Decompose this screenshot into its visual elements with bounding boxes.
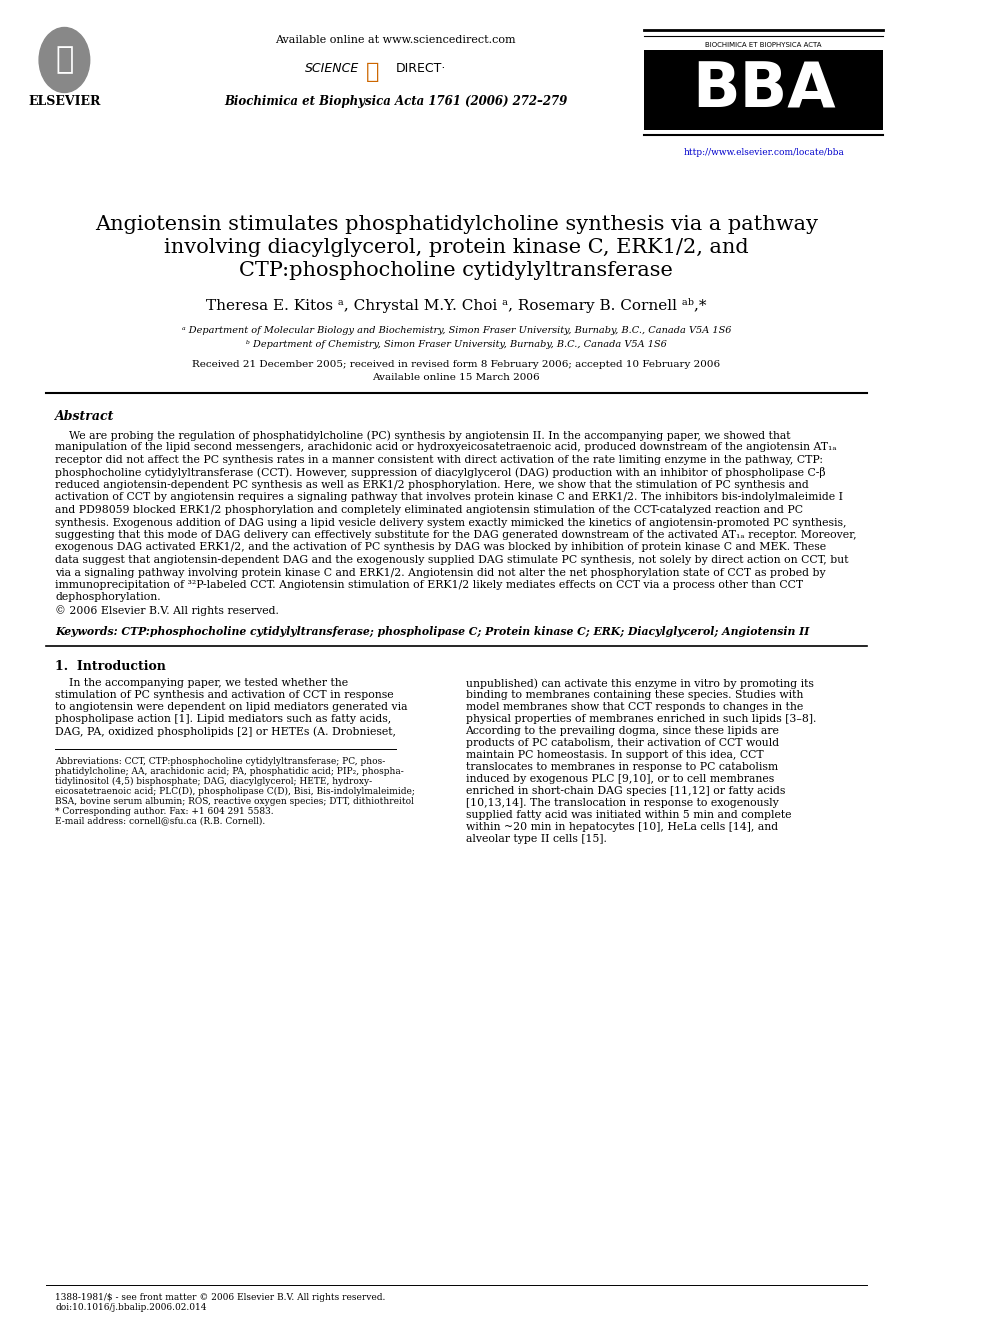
Text: enriched in short-chain DAG species [11,12] or fatty acids: enriched in short-chain DAG species [11,… [465, 786, 785, 796]
Ellipse shape [39, 28, 89, 93]
Text: unpublished) can activate this enzyme in vitro by promoting its: unpublished) can activate this enzyme in… [465, 679, 813, 689]
Text: Theresa E. Kitos ᵃ, Chrystal M.Y. Choi ᵃ, Rosemary B. Cornell ᵃᵇ,*: Theresa E. Kitos ᵃ, Chrystal M.Y. Choi ᵃ… [206, 298, 706, 314]
Text: manipulation of the lipid second messengers, arachidonic acid or hydroxyeicosate: manipulation of the lipid second messeng… [56, 442, 837, 452]
Text: SCIENCE: SCIENCE [305, 62, 359, 75]
Text: Available online 15 March 2006: Available online 15 March 2006 [373, 373, 541, 382]
Text: eicosatetraenoic acid; PLC(D), phospholipase C(D), Bisi, Bis-indolylmaleimide;: eicosatetraenoic acid; PLC(D), phospholi… [56, 786, 415, 795]
Text: binding to membranes containing these species. Studies with: binding to membranes containing these sp… [465, 691, 803, 700]
Text: BSA, bovine serum albumin; ROS, reactive oxygen species; DTT, dithiothreitol: BSA, bovine serum albumin; ROS, reactive… [56, 796, 414, 806]
Text: DIRECT·: DIRECT· [396, 62, 446, 75]
Text: Available online at www.sciencedirect.com: Available online at www.sciencedirect.co… [276, 34, 516, 45]
Text: Abstract: Abstract [56, 410, 115, 423]
Text: BBA: BBA [691, 60, 835, 120]
Text: exogenous DAG activated ERK1/2, and the activation of PC synthesis by DAG was bl: exogenous DAG activated ERK1/2, and the … [56, 542, 826, 553]
Text: products of PC catabolism, their activation of CCT would: products of PC catabolism, their activat… [465, 738, 779, 749]
Text: BIOCHIMICA ET BIOPHYSICA ACTA: BIOCHIMICA ET BIOPHYSICA ACTA [705, 42, 822, 48]
Text: phospholipase action [1]. Lipid mediators such as fatty acids,: phospholipase action [1]. Lipid mediator… [56, 714, 392, 725]
Text: physical properties of membranes enriched in such lipids [3–8].: physical properties of membranes enriche… [465, 714, 815, 725]
Text: doi:10.1016/j.bbalip.2006.02.014: doi:10.1016/j.bbalip.2006.02.014 [56, 1303, 206, 1312]
Text: tidylinositol (4,5) bisphosphate; DAG, diacylglycerol; HETE, hydroxy-: tidylinositol (4,5) bisphosphate; DAG, d… [56, 777, 372, 786]
Text: ᵃ Department of Molecular Biology and Biochemistry, Simon Fraser University, Bur: ᵃ Department of Molecular Biology and Bi… [182, 325, 731, 335]
Text: receptor did not affect the PC synthesis rates in a manner consistent with direc: receptor did not affect the PC synthesis… [56, 455, 823, 464]
Text: We are probing the regulation of phosphatidylcholine (PC) synthesis by angiotens: We are probing the regulation of phospha… [56, 430, 791, 441]
Text: 🌳: 🌳 [56, 45, 73, 74]
Text: translocates to membranes in response to PC catabolism: translocates to membranes in response to… [465, 762, 778, 773]
Text: data suggest that angiotensin-dependent DAG and the exogenously supplied DAG sti: data suggest that angiotensin-dependent … [56, 556, 849, 565]
Text: According to the prevailing dogma, since these lipids are: According to the prevailing dogma, since… [465, 726, 780, 737]
Text: ⓓ: ⓓ [366, 62, 379, 82]
Text: Keywords: CTP:phosphocholine cytidylyltransferase; phospholipase C; Protein kina: Keywords: CTP:phosphocholine cytidylyltr… [56, 626, 809, 636]
Text: http://www.elsevier.com/locate/bba: http://www.elsevier.com/locate/bba [683, 148, 844, 157]
Text: DAG, PA, oxidized phospholipids [2] or HETEs (A. Drobnieset,: DAG, PA, oxidized phospholipids [2] or H… [56, 726, 396, 737]
Text: * Corresponding author. Fax: +1 604 291 5583.: * Corresponding author. Fax: +1 604 291 … [56, 807, 274, 815]
Text: reduced angiotensin-dependent PC synthesis as well as ERK1/2 phosphorylation. He: reduced angiotensin-dependent PC synthes… [56, 480, 808, 490]
Text: maintain PC homeostasis. In support of this idea, CCT: maintain PC homeostasis. In support of t… [465, 750, 763, 761]
Text: E-mail address: cornell@sfu.ca (R.B. Cornell).: E-mail address: cornell@sfu.ca (R.B. Cor… [56, 816, 266, 826]
Text: and PD98059 blocked ERK1/2 phosphorylation and completely eliminated angiotensin: and PD98059 blocked ERK1/2 phosphorylati… [56, 505, 804, 515]
Text: CTP:phosphocholine cytidylyltransferase: CTP:phosphocholine cytidylyltransferase [239, 261, 674, 280]
Text: alveolar type II cells [15].: alveolar type II cells [15]. [465, 835, 606, 844]
Text: stimulation of PC synthesis and activation of CCT in response: stimulation of PC synthesis and activati… [56, 691, 394, 700]
Text: phatidylcholine; AA, arachidonic acid; PA, phosphatidic acid; PIP₂, phospha-: phatidylcholine; AA, arachidonic acid; P… [56, 766, 404, 775]
Text: ᵇ Department of Chemistry, Simon Fraser University, Burnaby, B.C., Canada V5A 1S: ᵇ Department of Chemistry, Simon Fraser … [246, 340, 667, 349]
Text: Abbreviations: CCT, CTP:phosphocholine cytidylyltransferase; PC, phos-: Abbreviations: CCT, CTP:phosphocholine c… [56, 757, 386, 766]
FancyBboxPatch shape [644, 50, 883, 130]
Text: suggesting that this mode of DAG delivery can effectively substitute for the DAG: suggesting that this mode of DAG deliver… [56, 531, 857, 540]
Text: immunoprecipitation of ³²P-labeled CCT. Angiotensin stimulation of ERK1/2 likely: immunoprecipitation of ³²P-labeled CCT. … [56, 579, 804, 590]
Text: via a signaling pathway involving protein kinase C and ERK1/2. Angiotensin did n: via a signaling pathway involving protei… [56, 568, 825, 578]
Text: Biochimica et Biophysica Acta 1761 (2006) 272–279: Biochimica et Biophysica Acta 1761 (2006… [224, 95, 567, 108]
Text: In the accompanying paper, we tested whether the: In the accompanying paper, we tested whe… [56, 679, 348, 688]
Text: © 2006 Elsevier B.V. All rights reserved.: © 2006 Elsevier B.V. All rights reserved… [56, 605, 279, 615]
Text: within ~20 min in hepatocytes [10], HeLa cells [14], and: within ~20 min in hepatocytes [10], HeLa… [465, 823, 778, 832]
Text: dephosphorylation.: dephosphorylation. [56, 593, 161, 602]
Text: Received 21 December 2005; received in revised form 8 February 2006; accepted 10: Received 21 December 2005; received in r… [192, 360, 720, 369]
Text: 1.  Introduction: 1. Introduction [56, 660, 166, 673]
Text: ELSEVIER: ELSEVIER [28, 95, 100, 108]
Text: Angiotensin stimulates phosphatidylcholine synthesis via a pathway: Angiotensin stimulates phosphatidylcholi… [95, 216, 817, 234]
Text: involving diacylglycerol, protein kinase C, ERK1/2, and: involving diacylglycerol, protein kinase… [164, 238, 749, 257]
Text: model membranes show that CCT responds to changes in the: model membranes show that CCT responds t… [465, 703, 803, 713]
Text: activation of CCT by angiotensin requires a signaling pathway that involves prot: activation of CCT by angiotensin require… [56, 492, 843, 503]
Text: to angiotensin were dependent on lipid mediators generated via: to angiotensin were dependent on lipid m… [56, 703, 408, 713]
Text: supplied fatty acid was initiated within 5 min and complete: supplied fatty acid was initiated within… [465, 811, 791, 820]
Text: induced by exogenous PLC [9,10], or to cell membranes: induced by exogenous PLC [9,10], or to c… [465, 774, 774, 785]
Text: synthesis. Exogenous addition of DAG using a lipid vesicle delivery system exact: synthesis. Exogenous addition of DAG usi… [56, 517, 847, 528]
Text: phosphocholine cytidylyltransferase (CCT). However, suppression of diacylglycero: phosphocholine cytidylyltransferase (CCT… [56, 467, 825, 479]
Text: [10,13,14]. The translocation in response to exogenously: [10,13,14]. The translocation in respons… [465, 799, 779, 808]
Text: 1388-1981/$ - see front matter © 2006 Elsevier B.V. All rights reserved.: 1388-1981/$ - see front matter © 2006 El… [56, 1293, 386, 1302]
